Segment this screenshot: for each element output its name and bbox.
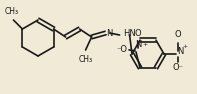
Text: CH₃: CH₃ (79, 55, 93, 64)
Text: O⁻: O⁻ (173, 63, 183, 72)
Text: O: O (175, 30, 181, 39)
Text: O: O (135, 29, 141, 38)
Text: +: + (142, 42, 147, 47)
Text: +: + (182, 44, 187, 49)
Text: HN: HN (124, 30, 136, 39)
Text: N: N (177, 47, 183, 56)
Text: N: N (107, 30, 113, 39)
Text: ⁻O: ⁻O (116, 45, 127, 54)
Text: CH₃: CH₃ (4, 7, 19, 16)
Text: N: N (135, 40, 141, 49)
